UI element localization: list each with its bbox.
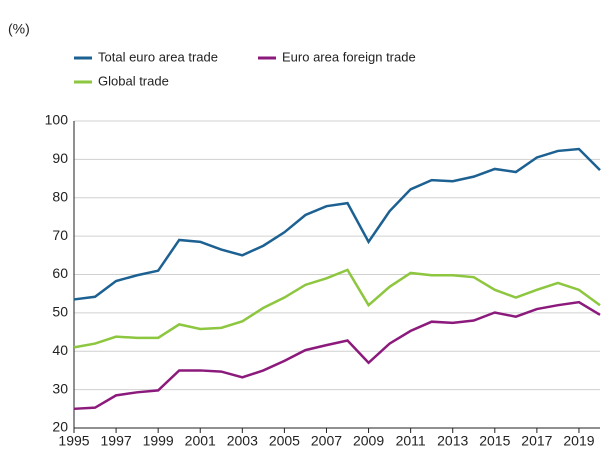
x-tick-label: 2019 [563,433,594,449]
y-tick-label: 90 [52,150,68,166]
y-tick-label: 50 [52,304,68,320]
y-tick-label: 20 [52,419,68,435]
y-tick-label: 40 [52,342,68,358]
y-tick-label: 80 [52,188,68,204]
x-tick-label: 2017 [521,433,552,449]
x-tick-label: 1999 [143,433,174,449]
y-axis-label: (%) [8,21,30,37]
x-tick-label: 2011 [396,433,426,449]
legend-label: Global trade [98,73,169,88]
legend-label: Total euro area trade [98,49,218,64]
x-tick-label: 2015 [479,433,510,449]
x-tick-label: 1997 [101,433,132,449]
x-tick-label: 1995 [58,433,89,449]
line-series [73,268,601,349]
y-tick-label: 100 [45,112,69,128]
y-tick-label: 60 [52,265,68,281]
x-tick-label: 2009 [353,433,384,449]
y-tick-label: 30 [52,380,68,396]
x-tick-label: 2013 [437,433,468,449]
x-tick-label: 2007 [311,433,342,449]
line-series [73,300,601,411]
x-tick-label: 2003 [227,433,258,449]
legend-label: Euro area foreign trade [282,49,416,64]
x-tick-label: 2005 [269,433,300,449]
x-tick-label: 2001 [185,433,216,449]
line-series [73,147,601,301]
y-tick-label: 70 [52,227,68,243]
